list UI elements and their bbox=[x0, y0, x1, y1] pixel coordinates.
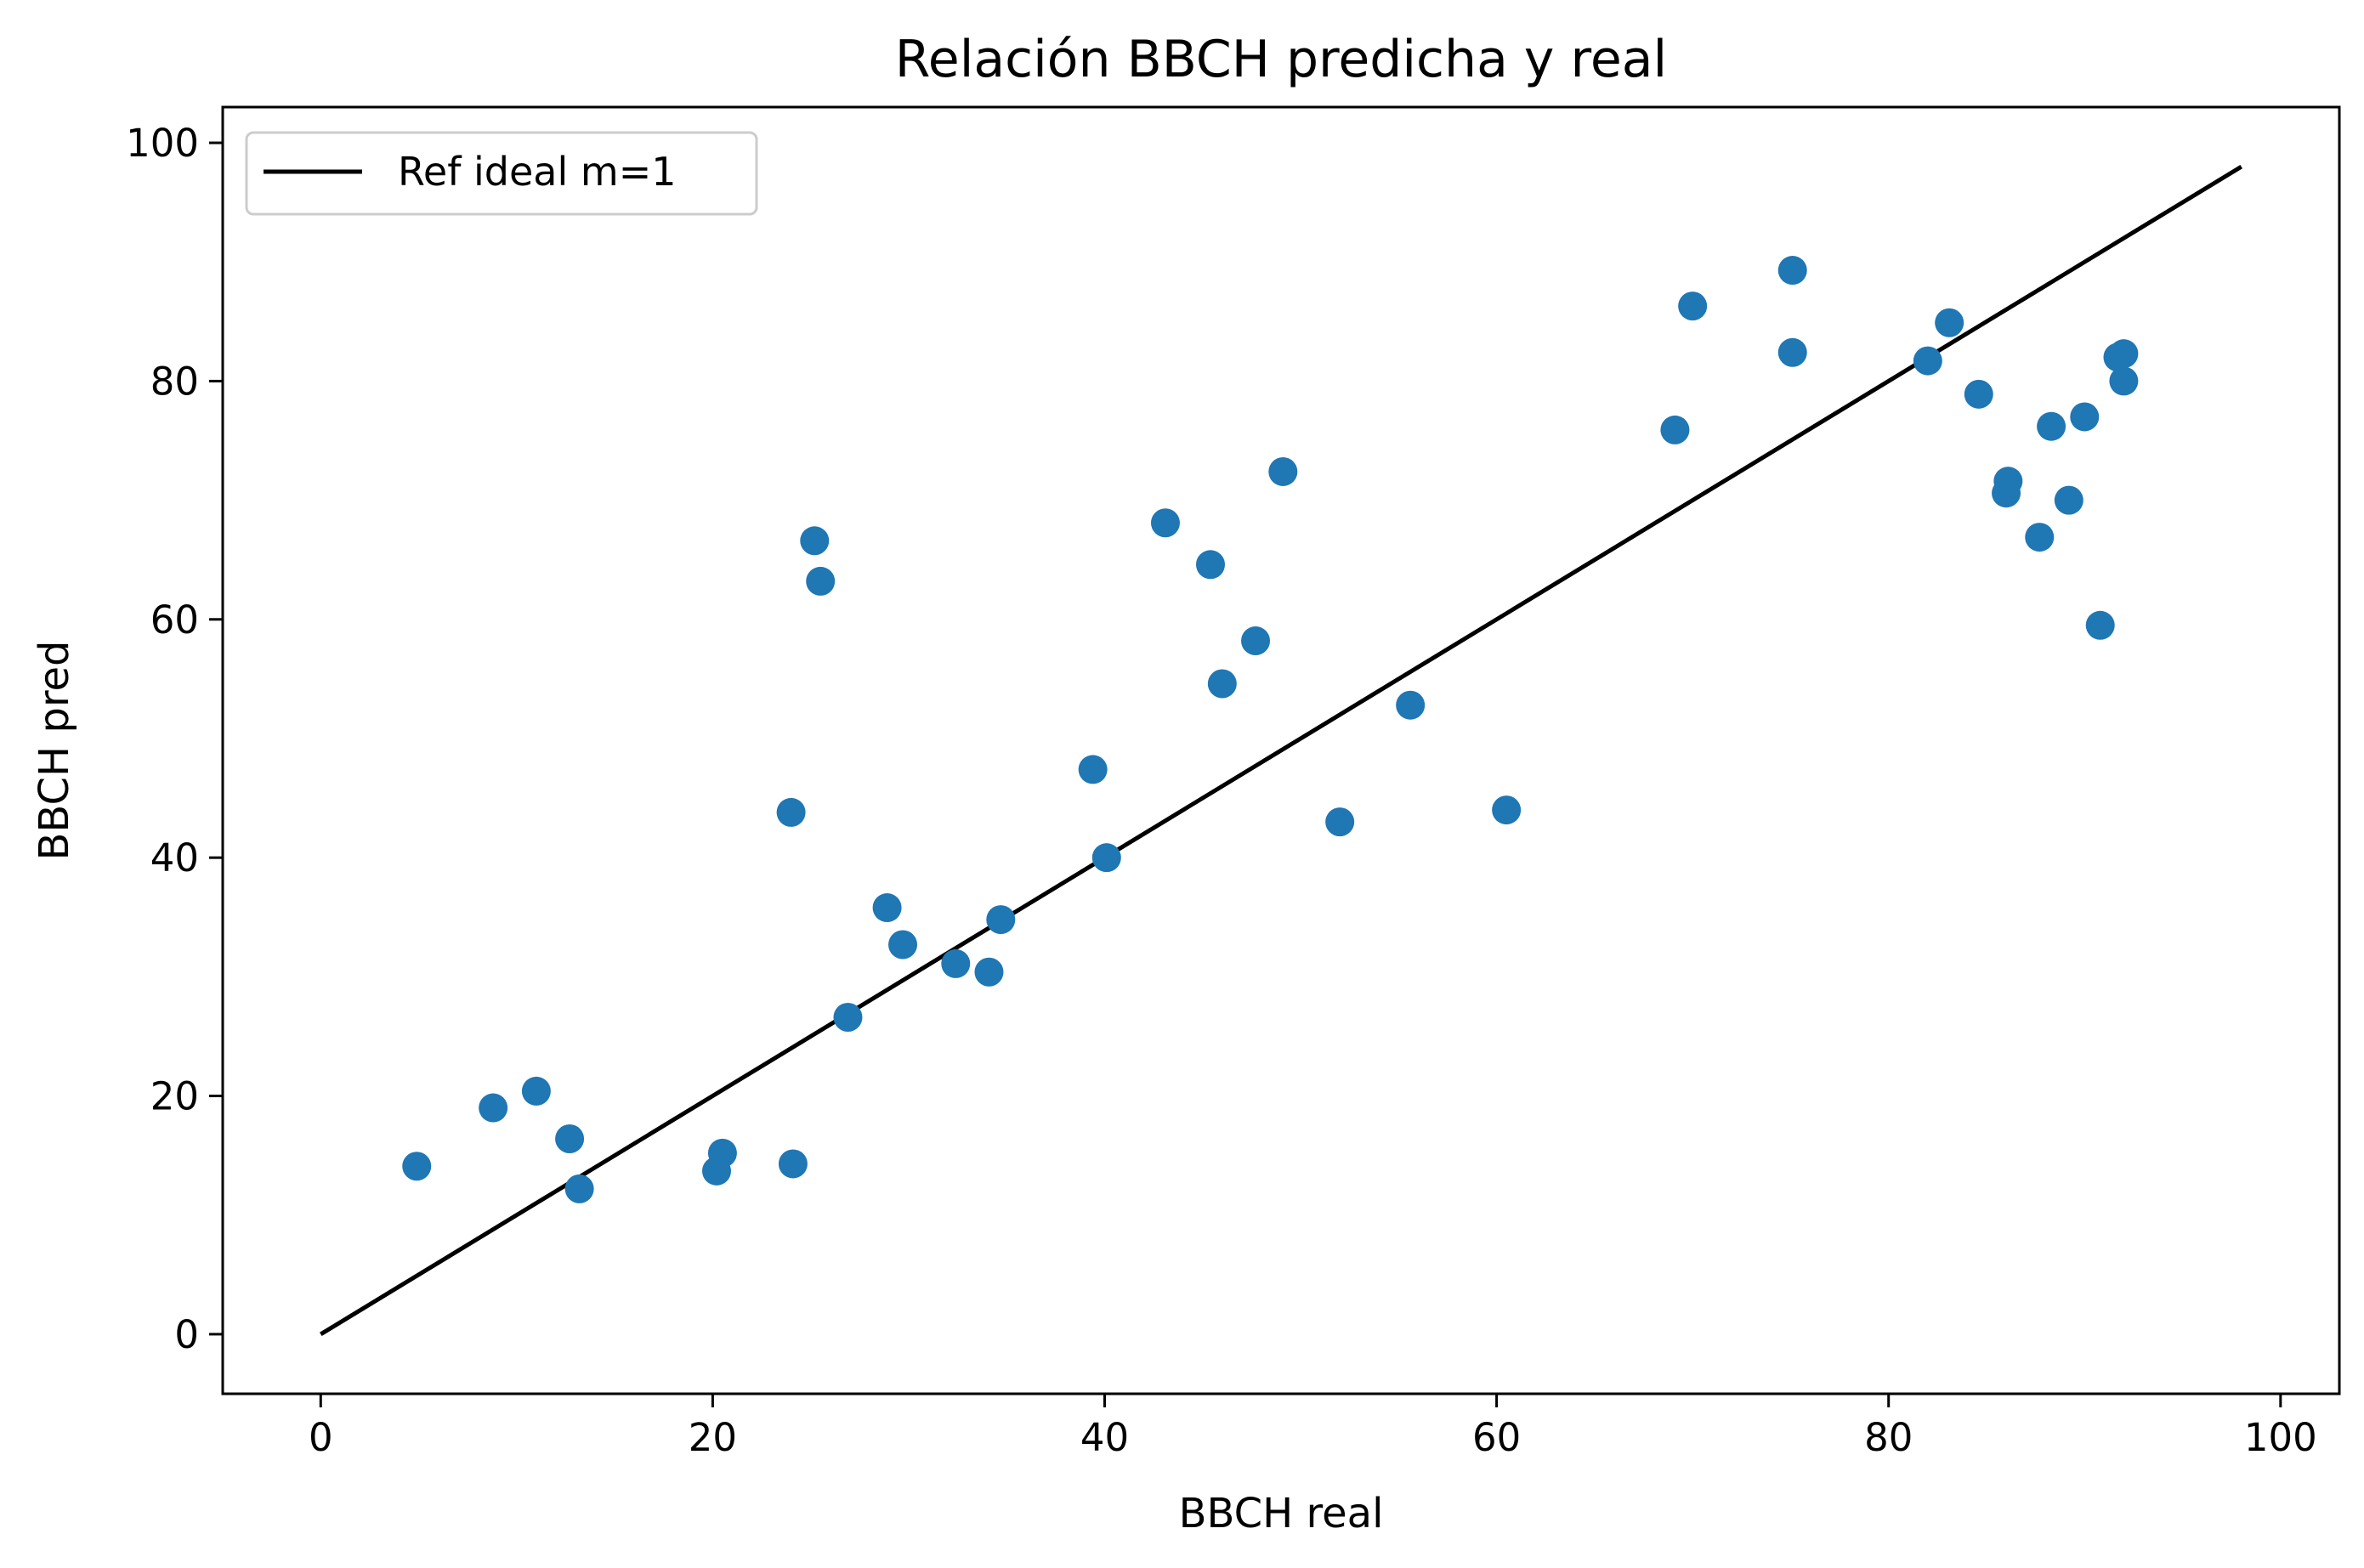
y-tick-label: 80 bbox=[150, 359, 199, 404]
ticks-layer: 0 20 40 60 80 100 0 20 40 60 80 100 bbox=[126, 121, 2317, 1460]
y-tick-label: 100 bbox=[126, 121, 199, 166]
scatter-point bbox=[2085, 610, 2115, 640]
scatter-point bbox=[800, 526, 830, 556]
scatter-point bbox=[872, 893, 902, 923]
y-tick-label: 20 bbox=[150, 1074, 199, 1119]
scatter-point bbox=[2037, 411, 2066, 441]
y-tick-label: 60 bbox=[150, 597, 199, 642]
y-tick-label: 40 bbox=[150, 835, 199, 880]
scatter-point bbox=[941, 948, 971, 978]
y-tick-label: 0 bbox=[174, 1312, 199, 1357]
scatter-point bbox=[1268, 456, 1298, 486]
x-axis-label: BBCH real bbox=[1179, 1490, 1384, 1537]
scatter-point bbox=[1091, 843, 1121, 873]
scatter-point bbox=[1777, 256, 1807, 286]
scatter-point bbox=[707, 1138, 737, 1168]
scatter-point bbox=[1078, 755, 1108, 784]
legend-entry-ref-ideal: Ref ideal m=1 bbox=[398, 149, 677, 195]
x-tick-label: 0 bbox=[309, 1415, 333, 1460]
scatter-point bbox=[2025, 523, 2055, 552]
scatter-point bbox=[1660, 415, 1690, 444]
scatter-point bbox=[555, 1124, 585, 1154]
scatter-point bbox=[888, 930, 918, 959]
x-tick-label: 20 bbox=[689, 1415, 737, 1460]
scatter-point bbox=[778, 1149, 808, 1179]
scatter-point bbox=[1150, 508, 1180, 538]
points-layer bbox=[402, 256, 2139, 1203]
x-tick-label: 60 bbox=[1472, 1415, 1521, 1460]
scatter-point bbox=[1396, 690, 1426, 720]
x-tick-label: 100 bbox=[2244, 1415, 2317, 1460]
legend: Ref ideal m=1 bbox=[245, 131, 758, 216]
scatter-point bbox=[1964, 379, 1993, 409]
scatter-point bbox=[1935, 308, 1964, 337]
scatter-point bbox=[1913, 346, 1942, 376]
scatter-point bbox=[2109, 339, 2139, 369]
scatter-point bbox=[986, 905, 1016, 935]
y-axis-label: BBCH pred bbox=[31, 640, 78, 860]
scatter-point bbox=[2109, 366, 2139, 396]
scatter-point bbox=[1678, 292, 1708, 321]
chart-title: Relación BBCH predicha y real bbox=[895, 30, 1667, 89]
x-tick-label: 80 bbox=[1864, 1415, 1913, 1460]
scatter-point bbox=[564, 1174, 594, 1203]
scatter-point bbox=[974, 957, 1004, 987]
scatter-point bbox=[479, 1093, 508, 1123]
x-tick-label: 40 bbox=[1080, 1415, 1129, 1460]
scatter-point bbox=[833, 1003, 863, 1033]
scatter-point bbox=[1196, 550, 1225, 580]
scatter-point bbox=[1325, 807, 1355, 837]
scatter-point bbox=[806, 566, 836, 596]
scatter-point bbox=[1241, 626, 1271, 656]
scatter-point bbox=[402, 1152, 432, 1181]
scatter-point bbox=[1207, 669, 1237, 699]
scatter-point bbox=[521, 1076, 551, 1106]
scatter-point bbox=[2054, 485, 2083, 515]
scatter-point bbox=[1777, 337, 1807, 367]
scatter-point bbox=[776, 797, 806, 827]
scatter-point bbox=[2070, 402, 2100, 432]
scatter-point bbox=[1492, 795, 1522, 825]
legend-box bbox=[245, 131, 758, 216]
scatter-point bbox=[1993, 467, 2023, 496]
